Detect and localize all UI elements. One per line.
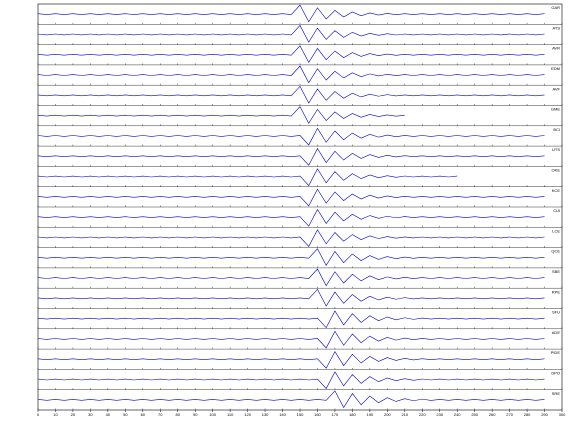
x-tick-label: 170 (332, 412, 339, 417)
trace (37, 65, 545, 84)
x-tick-label: 90 (193, 412, 198, 417)
trace (37, 310, 545, 329)
x-tick-label: 130 (262, 412, 269, 417)
trace (37, 24, 545, 43)
x-tick-label: 50 (123, 412, 128, 417)
x-tick-label: 300 (559, 412, 566, 417)
x-tick-label: 200 (384, 412, 391, 417)
x-tick-label: 10 (53, 412, 58, 417)
trace (37, 4, 545, 23)
x-tick-label: 0 (37, 412, 40, 417)
trace (37, 188, 545, 207)
x-tick-label: 20 (71, 412, 76, 417)
x-tick-label: 180 (349, 412, 356, 417)
trace-label: GAR (551, 5, 560, 10)
trace-label: SFU (552, 310, 560, 315)
trace-label: ATS (553, 25, 561, 30)
trace-label: PIDE (551, 350, 561, 355)
x-tick-label: 290 (541, 412, 548, 417)
trace (37, 106, 405, 124)
x-tick-label: 240 (454, 412, 461, 417)
x-tick-label: 100 (209, 412, 216, 417)
trace-label: EDM (551, 66, 560, 71)
trace-label: BCI (553, 127, 560, 132)
trace (37, 330, 545, 349)
x-tick-label: 30 (88, 412, 93, 417)
trace (37, 390, 545, 409)
x-tick-label: 120 (244, 412, 251, 417)
x-tick-label: 210 (401, 412, 408, 417)
trace (37, 350, 545, 369)
trace-label: OKE (552, 167, 561, 172)
x-tick-label: 140 (279, 412, 286, 417)
trace (37, 45, 545, 64)
x-tick-label: 150 (297, 412, 304, 417)
trace-label: DPO (551, 370, 560, 375)
x-tick-label: 270 (506, 412, 513, 417)
trace-label: SBE (552, 269, 560, 274)
x-tick-label: 190 (367, 412, 374, 417)
trace-label: QCE (551, 249, 560, 254)
trace (37, 127, 545, 146)
x-tick-label: 280 (524, 412, 531, 417)
trace (37, 85, 545, 104)
trace-label: AVR (552, 46, 560, 51)
trace-label: ADE (552, 330, 561, 335)
x-tick-label: 80 (176, 412, 181, 417)
trace (37, 168, 458, 187)
trace-label: GME (551, 107, 560, 112)
trace (37, 229, 545, 247)
x-tick-label: 160 (314, 412, 321, 417)
x-tick-label: 40 (106, 412, 111, 417)
trace-label: RPE (552, 289, 561, 294)
trace-label: KCE (552, 188, 561, 193)
trace-label: LCE (552, 228, 560, 233)
x-tick-label: 220 (419, 412, 426, 417)
trace-label: UTS (552, 147, 560, 152)
trace-label: SRE (552, 391, 561, 396)
x-tick-label: 110 (227, 412, 234, 417)
trace (37, 147, 545, 166)
x-tick-label: 60 (141, 412, 146, 417)
trace (37, 371, 545, 390)
x-tick-label: 230 (436, 412, 443, 417)
x-tick-label: 70 (158, 412, 163, 417)
x-tick-label: 250 (471, 412, 478, 417)
trace (37, 248, 545, 267)
trace (37, 288, 545, 307)
x-tick-label: 260 (489, 412, 496, 417)
trace-label: CUI (553, 208, 560, 213)
trace-label: AVF (553, 86, 561, 91)
trace (37, 268, 545, 287)
trace (37, 208, 545, 227)
